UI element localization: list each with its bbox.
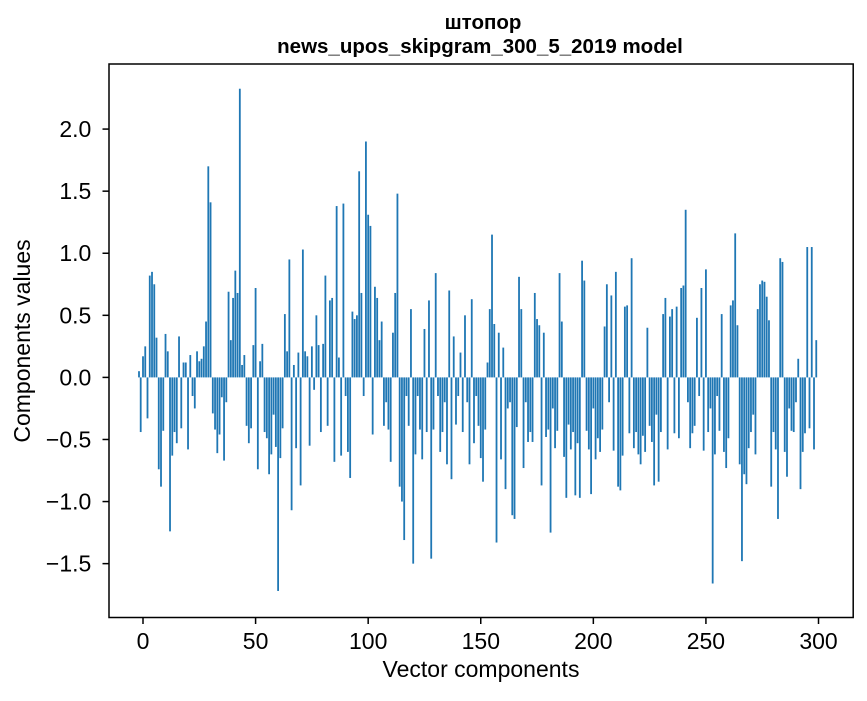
svg-text:150: 150 (462, 628, 500, 654)
svg-text:250: 250 (687, 628, 725, 654)
svg-text:300: 300 (799, 628, 837, 654)
svg-text:1.0: 1.0 (59, 240, 91, 266)
svg-text:−0.5: −0.5 (46, 427, 91, 453)
svg-text:2.0: 2.0 (59, 116, 91, 142)
svg-text:Vector components: Vector components (383, 656, 580, 682)
svg-text:0.0: 0.0 (59, 364, 91, 390)
svg-text:0.5: 0.5 (59, 302, 91, 328)
svg-text:Components values: Components values (9, 239, 35, 442)
svg-text:50: 50 (243, 628, 269, 654)
svg-text:100: 100 (349, 628, 387, 654)
svg-text:штопор: штопор (445, 11, 522, 34)
svg-text:−1.5: −1.5 (46, 551, 91, 577)
svg-text:1.5: 1.5 (59, 178, 91, 204)
svg-text:news_upos_skipgram_300_5_2019: news_upos_skipgram_300_5_2019 model (277, 35, 683, 58)
svg-text:0: 0 (137, 628, 150, 654)
svg-text:200: 200 (574, 628, 612, 654)
svg-text:−1.0: −1.0 (46, 489, 91, 515)
